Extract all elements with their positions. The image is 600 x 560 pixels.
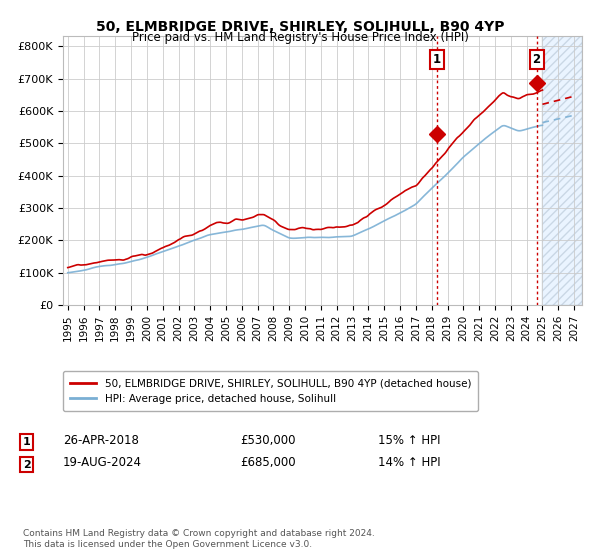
Bar <box>542 36 582 305</box>
Text: 2: 2 <box>533 53 541 66</box>
Text: 14% ↑ HPI: 14% ↑ HPI <box>378 456 440 469</box>
Text: 19-AUG-2024: 19-AUG-2024 <box>63 456 142 469</box>
Text: Contains HM Land Registry data © Crown copyright and database right 2024.
This d: Contains HM Land Registry data © Crown c… <box>23 529 374 549</box>
Text: Price paid vs. HM Land Registry's House Price Index (HPI): Price paid vs. HM Land Registry's House … <box>131 31 469 44</box>
Bar <box>542 36 582 305</box>
Text: £685,000: £685,000 <box>240 456 296 469</box>
Text: 2: 2 <box>23 460 31 470</box>
Text: £530,000: £530,000 <box>240 434 296 447</box>
Text: 1: 1 <box>433 53 441 66</box>
Text: 15% ↑ HPI: 15% ↑ HPI <box>378 434 440 447</box>
Legend: 50, ELMBRIDGE DRIVE, SHIRLEY, SOLIHULL, B90 4YP (detached house), HPI: Average p: 50, ELMBRIDGE DRIVE, SHIRLEY, SOLIHULL, … <box>63 371 478 411</box>
Text: 26-APR-2018: 26-APR-2018 <box>63 434 139 447</box>
Text: 1: 1 <box>23 437 31 447</box>
Text: 50, ELMBRIDGE DRIVE, SHIRLEY, SOLIHULL, B90 4YP: 50, ELMBRIDGE DRIVE, SHIRLEY, SOLIHULL, … <box>96 20 504 34</box>
